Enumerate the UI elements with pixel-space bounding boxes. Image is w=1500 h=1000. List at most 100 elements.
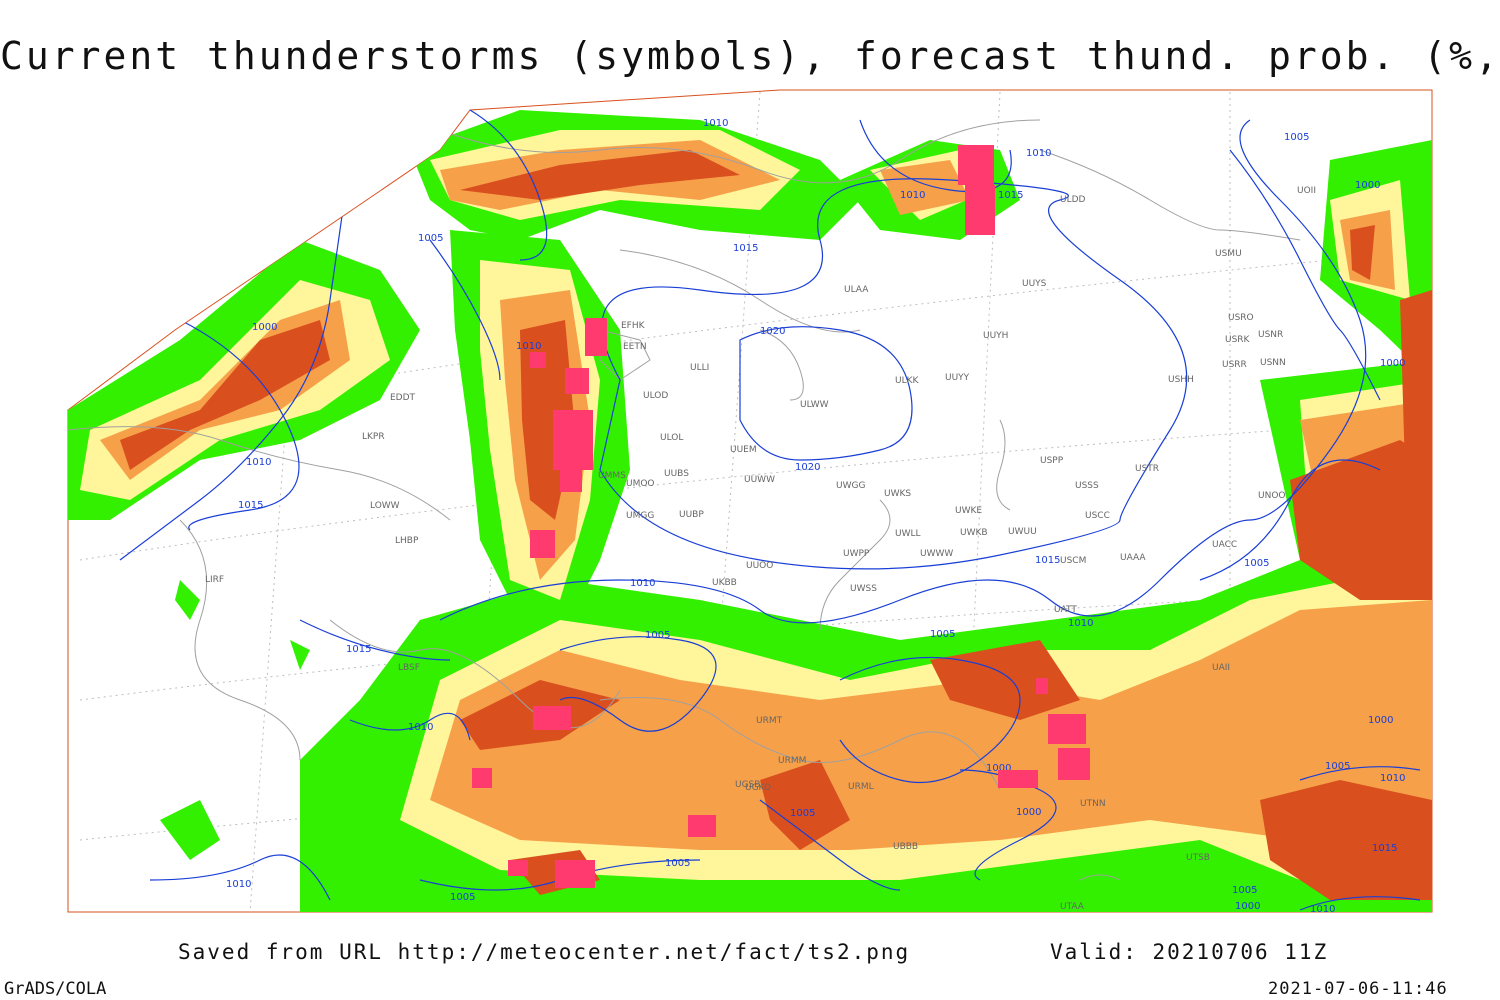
- station-LHBP: LHBP: [395, 536, 419, 546]
- thunderstorm-symbol: [965, 185, 995, 235]
- station-UUBP: UUBP: [679, 510, 704, 520]
- station-UWUU: UWUU: [1008, 527, 1037, 537]
- isobar-label: 1005: [1232, 885, 1257, 896]
- station-UWGG: UWGG: [836, 481, 865, 491]
- station-UKBB: UKBB: [712, 578, 737, 588]
- isobar-labels: 1010 1010 1010 1015 1015 1005 1000 1010 …: [226, 118, 1405, 915]
- station-ULWW: ULWW: [800, 400, 829, 410]
- station-USMU: USMU: [1215, 249, 1242, 259]
- station-UUYH: UUYH: [983, 331, 1008, 341]
- station-ULLI: ULLI: [690, 363, 709, 373]
- thunderstorm-symbol: [585, 318, 607, 356]
- valid-time: Valid: 20210706 11Z: [1050, 940, 1329, 964]
- station-UTNN: UTNN: [1080, 799, 1106, 809]
- thunderstorm-symbol: [998, 770, 1038, 788]
- station-EDDT: EDDT: [390, 393, 416, 403]
- thunderstorm-symbol: [555, 860, 595, 888]
- chart-title: Current thunderstorms (symbols), forecas…: [0, 34, 1500, 78]
- thunderstorm-symbol: [533, 706, 571, 730]
- station-UAAA: UAAA: [1120, 553, 1146, 563]
- station-UUOO: UUOO: [746, 561, 773, 571]
- station-URMT: URMT: [756, 716, 783, 726]
- isobar-label: 1005: [1325, 761, 1350, 772]
- station-UMGG: UMGG: [626, 511, 654, 521]
- station-UUWW: UUWW: [744, 475, 775, 485]
- thunderstorm-symbol: [688, 815, 716, 837]
- coastlines: [68, 119, 1301, 881]
- station-USCM: USCM: [1060, 556, 1086, 566]
- station-UUEM: UUEM: [730, 445, 757, 455]
- station-UAII: UAII: [1212, 663, 1230, 673]
- station-USRO: USRO: [1228, 313, 1254, 323]
- isobar-label: 1005: [645, 630, 670, 641]
- isobar-label: 1010: [630, 578, 655, 589]
- thunderstorm-symbol: [565, 368, 589, 394]
- isobar-label: 1015: [998, 190, 1023, 201]
- isobar-label: 1000: [1380, 358, 1405, 369]
- station-USNR: USNR: [1258, 330, 1283, 340]
- isobar-label: 1005: [418, 233, 443, 244]
- station-UWPP: UWPP: [843, 549, 870, 559]
- isobar-label: 1010: [703, 118, 728, 129]
- station-EFHK: EFHK: [621, 321, 646, 331]
- isobar-label: 1010: [1310, 904, 1335, 915]
- station-UATT: UATT: [1054, 605, 1077, 615]
- isobar-label: 1000: [1016, 807, 1041, 818]
- station-UGSB: UGSB: [735, 780, 760, 790]
- station-ULAA: ULAA: [844, 285, 869, 295]
- isobar-label: 1000: [1355, 180, 1380, 191]
- software-credit: GrADS/COLA: [4, 979, 107, 999]
- isobar-label: 1000: [1235, 901, 1260, 912]
- isobar-label: 1005: [1244, 558, 1269, 569]
- station-UWLL: UWLL: [895, 529, 921, 539]
- isobar-label: 1010: [900, 190, 925, 201]
- station-USHH: USHH: [1168, 375, 1194, 385]
- thunderstorm-symbol: [553, 410, 593, 470]
- station-UWWW: UWWW: [920, 549, 953, 559]
- render-timestamp: 2021-07-06-11:46: [1268, 979, 1448, 999]
- station-USSS: USSS: [1075, 481, 1099, 491]
- thunderstorm-symbol: [958, 145, 994, 185]
- station-UACC: UACC: [1212, 540, 1237, 550]
- station-UWKB: UWKB: [960, 528, 988, 538]
- isobar-label: 1015: [1372, 843, 1397, 854]
- station-UUBS: UUBS: [664, 469, 689, 479]
- station-UWSS: UWSS: [850, 584, 877, 594]
- thunderstorm-symbol: [1058, 748, 1090, 780]
- station-UWKE: UWKE: [955, 506, 982, 516]
- station-USNN: USNN: [1260, 358, 1286, 368]
- station-USRR: USRR: [1222, 360, 1247, 370]
- isobar-label: 1010: [1026, 148, 1051, 159]
- isobar-label: 1005: [1284, 132, 1309, 143]
- isobar-label: 1005: [930, 629, 955, 640]
- station-labels: ULDD UUYS USMU USRO USRK USNR USRR USNN …: [205, 186, 1316, 912]
- isobar-label: 1010: [1068, 618, 1093, 629]
- isobar-label: 1010: [226, 879, 251, 890]
- thunderstorm-symbol: [1048, 714, 1086, 744]
- station-LBSF: LBSF: [398, 663, 420, 673]
- station-URMM: URMM: [778, 756, 806, 766]
- thunderstorm-symbols: [472, 145, 1090, 888]
- isobar-label: 1015: [733, 243, 758, 254]
- station-USRK: USRK: [1225, 335, 1251, 345]
- isobar-label: 1000: [252, 322, 277, 333]
- isobar-label: 1010: [408, 722, 433, 733]
- isobar-label: 1010: [246, 457, 271, 468]
- station-UBBB: UBBB: [893, 842, 918, 852]
- isobar-label: 1005: [790, 808, 815, 819]
- isobar-label: 1000: [1368, 715, 1393, 726]
- station-USPP: USPP: [1040, 456, 1064, 466]
- thunderstorm-symbol: [530, 352, 546, 368]
- isobar-label: 1020: [760, 326, 785, 337]
- isobar-label: 1015: [1035, 555, 1060, 566]
- station-USTR: USTR: [1135, 464, 1159, 474]
- thunderstorm-symbol: [1036, 678, 1048, 694]
- station-UNOO: UNOO: [1258, 491, 1286, 501]
- isobar-label: 1010: [1380, 773, 1405, 784]
- station-EETN: EETN: [623, 342, 647, 352]
- isobar-label: 1005: [450, 892, 475, 903]
- thunderstorm-symbol: [472, 768, 492, 788]
- station-UTAA: UTAA: [1060, 902, 1085, 912]
- isobars: [119, 109, 1421, 911]
